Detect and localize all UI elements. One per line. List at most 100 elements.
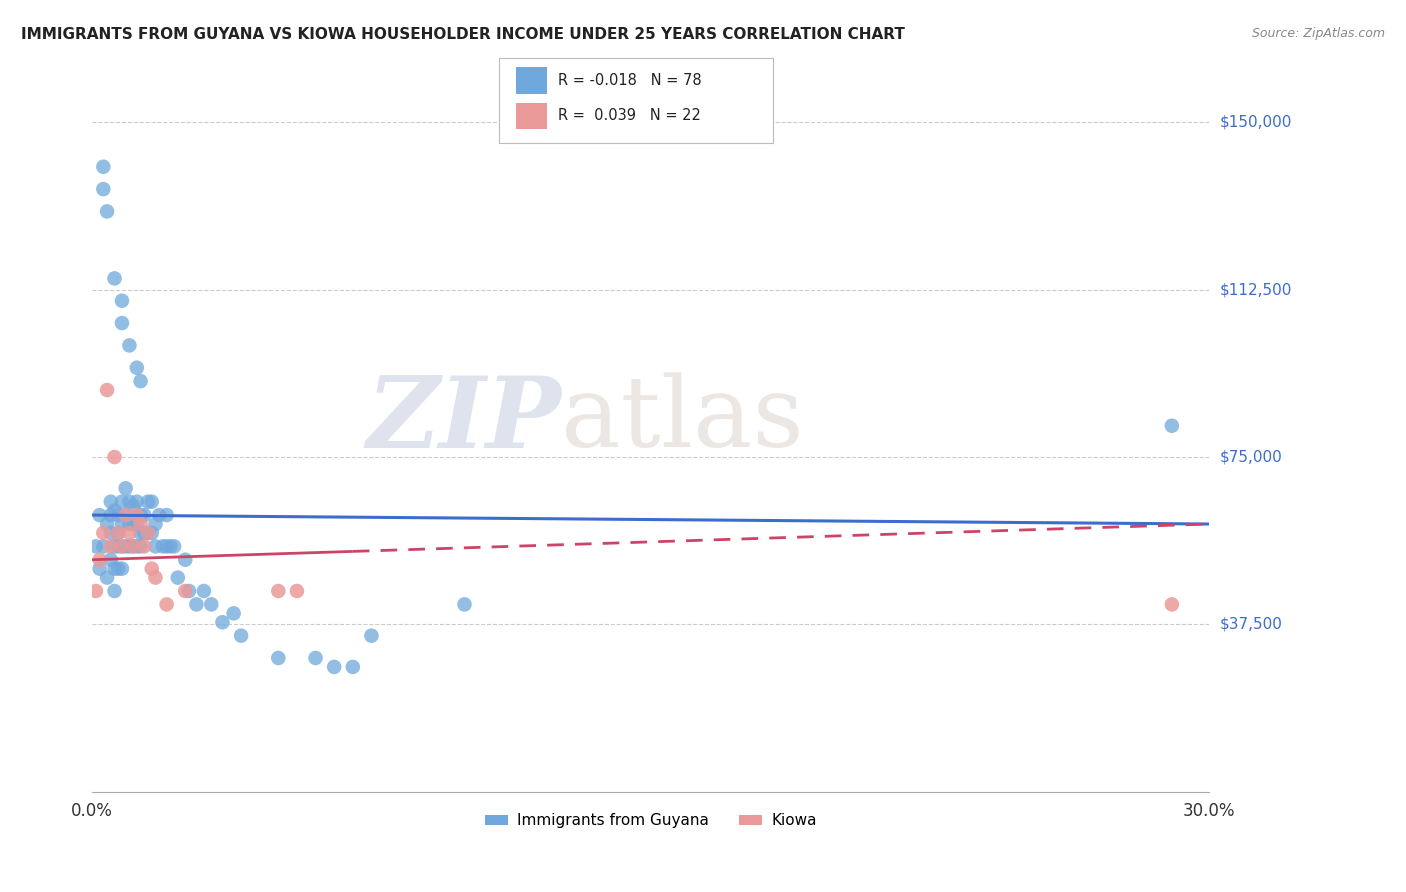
Point — [100, 553, 122, 567]
Point — [111, 316, 134, 330]
Point — [267, 584, 290, 599]
Point — [152, 539, 174, 553]
Point — [100, 539, 122, 553]
Point — [129, 374, 152, 388]
Point — [129, 539, 152, 553]
Point — [163, 539, 186, 553]
Point — [122, 516, 145, 531]
Point — [1160, 418, 1182, 433]
Point — [360, 629, 382, 643]
Point — [156, 598, 179, 612]
Point — [93, 182, 115, 196]
Text: Source: ZipAtlas.com: Source: ZipAtlas.com — [1251, 27, 1385, 40]
Point — [93, 539, 115, 553]
Point — [200, 598, 222, 612]
Point — [118, 494, 141, 508]
Point — [103, 450, 125, 464]
Point — [111, 539, 134, 553]
Point — [174, 584, 197, 599]
Point — [134, 539, 156, 553]
Point — [89, 508, 111, 522]
Text: $150,000: $150,000 — [1220, 114, 1292, 129]
Point — [93, 525, 115, 540]
Point — [323, 660, 346, 674]
Point — [145, 571, 167, 585]
Point — [125, 494, 148, 508]
Point — [122, 539, 145, 553]
Point — [107, 539, 129, 553]
Point — [136, 494, 159, 508]
Point — [96, 383, 118, 397]
Point — [134, 525, 156, 540]
Point — [114, 508, 136, 522]
Point — [111, 293, 134, 308]
Point — [156, 508, 179, 522]
Point — [136, 525, 159, 540]
Point — [211, 615, 233, 630]
Point — [107, 525, 129, 540]
Point — [103, 584, 125, 599]
Point — [145, 539, 167, 553]
Legend: Immigrants from Guyana, Kiowa: Immigrants from Guyana, Kiowa — [478, 807, 823, 834]
Point — [107, 562, 129, 576]
Point — [174, 553, 197, 567]
Point — [100, 508, 122, 522]
Point — [222, 607, 245, 621]
Point — [125, 539, 148, 553]
Point — [103, 271, 125, 285]
Point — [342, 660, 364, 674]
Point — [159, 539, 181, 553]
Point — [285, 584, 308, 599]
Point — [93, 160, 115, 174]
Point — [125, 360, 148, 375]
Text: R =  0.039   N = 22: R = 0.039 N = 22 — [558, 109, 702, 123]
Point — [103, 503, 125, 517]
Point — [96, 571, 118, 585]
Point — [107, 508, 129, 522]
Point — [84, 539, 107, 553]
Point — [122, 499, 145, 513]
Point — [141, 525, 163, 540]
Text: IMMIGRANTS FROM GUYANA VS KIOWA HOUSEHOLDER INCOME UNDER 25 YEARS CORRELATION CH: IMMIGRANTS FROM GUYANA VS KIOWA HOUSEHOL… — [21, 27, 905, 42]
Point — [166, 571, 188, 585]
Point — [453, 598, 475, 612]
Point — [1160, 598, 1182, 612]
Point — [129, 508, 152, 522]
Point — [148, 508, 170, 522]
Point — [186, 598, 208, 612]
Point — [107, 525, 129, 540]
Point — [136, 525, 159, 540]
Point — [125, 508, 148, 522]
Text: $75,000: $75,000 — [1220, 450, 1282, 465]
Point — [111, 494, 134, 508]
Point — [267, 651, 290, 665]
Point — [114, 539, 136, 553]
Point — [89, 553, 111, 567]
Point — [129, 525, 152, 540]
Point — [134, 508, 156, 522]
Point — [89, 562, 111, 576]
Point — [177, 584, 200, 599]
Point — [156, 539, 179, 553]
Point — [304, 651, 326, 665]
Point — [100, 494, 122, 508]
Text: $112,500: $112,500 — [1220, 282, 1292, 297]
Point — [114, 508, 136, 522]
Point — [141, 494, 163, 508]
Point — [96, 204, 118, 219]
Text: R = -0.018   N = 78: R = -0.018 N = 78 — [558, 73, 702, 87]
Text: $37,500: $37,500 — [1220, 617, 1284, 632]
Point — [118, 516, 141, 531]
Point — [125, 516, 148, 531]
Point — [193, 584, 215, 599]
Text: ZIP: ZIP — [367, 372, 561, 468]
Point — [122, 539, 145, 553]
Point — [96, 516, 118, 531]
Point — [229, 629, 252, 643]
Point — [114, 481, 136, 495]
Point — [118, 338, 141, 352]
Point — [118, 525, 141, 540]
Point — [84, 584, 107, 599]
Point — [100, 525, 122, 540]
Point — [111, 516, 134, 531]
